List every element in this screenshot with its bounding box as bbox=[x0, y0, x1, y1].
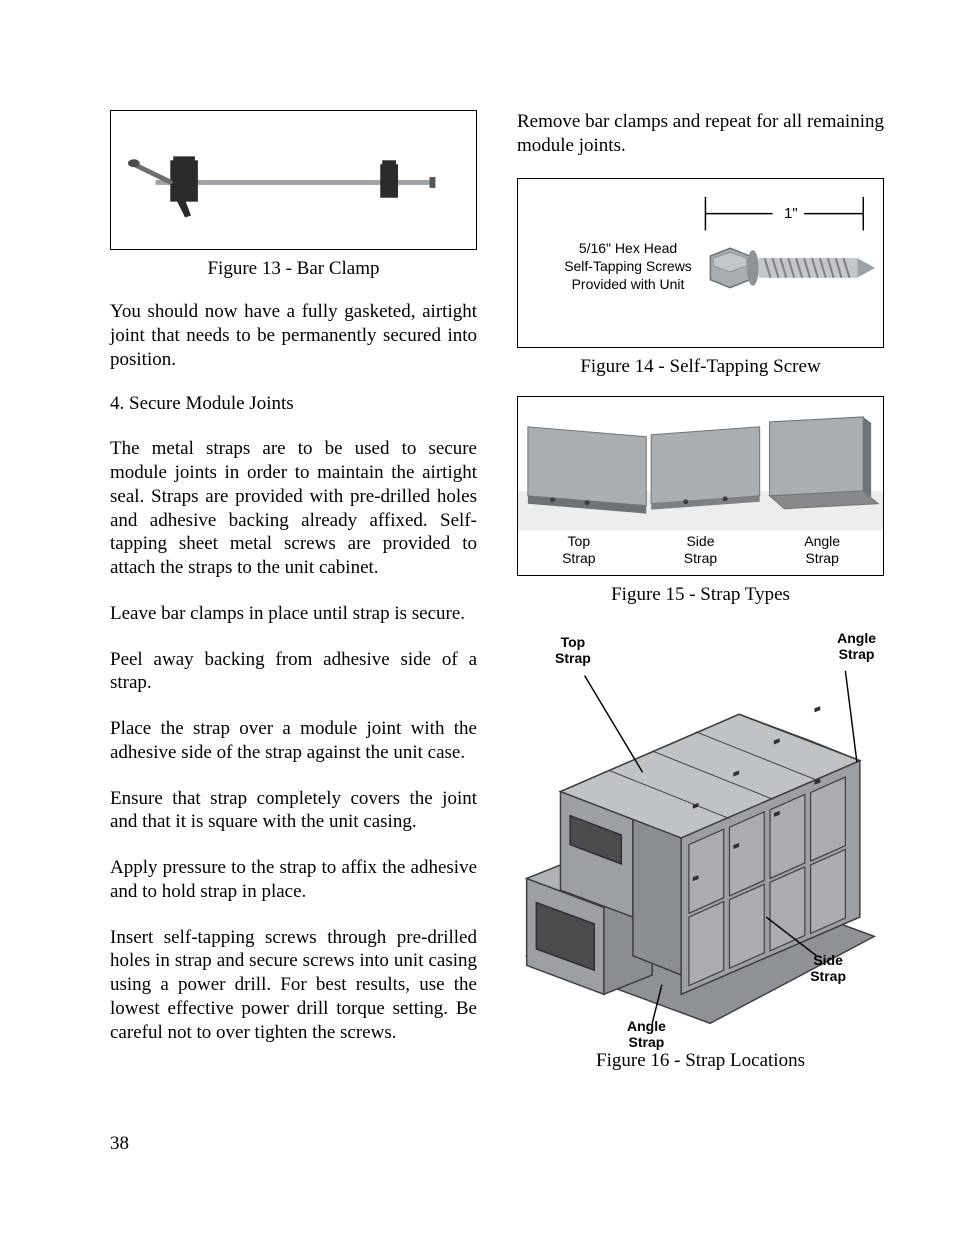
figure-13-caption: Figure 13 - Bar Clamp bbox=[110, 258, 477, 280]
figure-14-box: 5/16" Hex Head Self-Tapping Screws Provi… bbox=[517, 178, 884, 348]
fig14-dimension: 1" bbox=[784, 205, 798, 222]
paragraph: You should now have a fully gasketed, ai… bbox=[110, 300, 477, 371]
fig16-label-angle-strap-bottom: AngleStrap bbox=[627, 1018, 666, 1052]
figure-13-box bbox=[110, 110, 477, 250]
fig15-labels: TopStrap SideStrap AngleStrap bbox=[518, 533, 883, 567]
figure-15-caption: Figure 15 - Strap Types bbox=[517, 584, 884, 606]
fig15-label-angle: AngleStrap bbox=[762, 533, 882, 567]
paragraph: Place the strap over a module joint with… bbox=[110, 717, 477, 765]
figure-14-caption: Figure 14 - Self-Tapping Screw bbox=[517, 356, 884, 378]
paragraph: The metal straps are to be used to secur… bbox=[110, 437, 477, 580]
left-column: Figure 13 - Bar Clamp You should now hav… bbox=[110, 110, 477, 1120]
figure-16-container: TopStrap AngleStrap SideStrap AngleStrap bbox=[517, 620, 884, 1050]
fig16-label-angle-strap-top: AngleStrap bbox=[837, 630, 876, 664]
page-number: 38 bbox=[110, 1133, 129, 1155]
figure-15-box: TopStrap SideStrap AngleStrap bbox=[517, 396, 884, 576]
paragraph: Apply pressure to the strap to affix the… bbox=[110, 856, 477, 904]
paragraph: Remove bar clamps and repeat for all rem… bbox=[517, 110, 884, 158]
figure-16-caption: Figure 16 - Strap Locations bbox=[517, 1050, 884, 1072]
paragraph: Insert self-tapping screws through pre-d… bbox=[110, 926, 477, 1045]
fig16-label-top-strap: TopStrap bbox=[555, 634, 591, 668]
right-column: Remove bar clamps and repeat for all rem… bbox=[517, 110, 884, 1120]
fig15-label-top: TopStrap bbox=[519, 533, 639, 567]
paragraph: Ensure that strap completely covers the … bbox=[110, 787, 477, 835]
fig16-label-side-strap: SideStrap bbox=[810, 952, 846, 986]
step-heading: 4. Secure Module Joints bbox=[110, 393, 477, 415]
bar-clamp-illustration bbox=[111, 111, 476, 249]
paragraph: Peel away backing from adhesive side of … bbox=[110, 648, 477, 696]
fig15-label-side: SideStrap bbox=[640, 533, 760, 567]
paragraph: Leave bar clamps in place until strap is… bbox=[110, 602, 477, 626]
fig14-label: 5/16" Hex Head Self-Tapping Screws Provi… bbox=[548, 239, 708, 294]
